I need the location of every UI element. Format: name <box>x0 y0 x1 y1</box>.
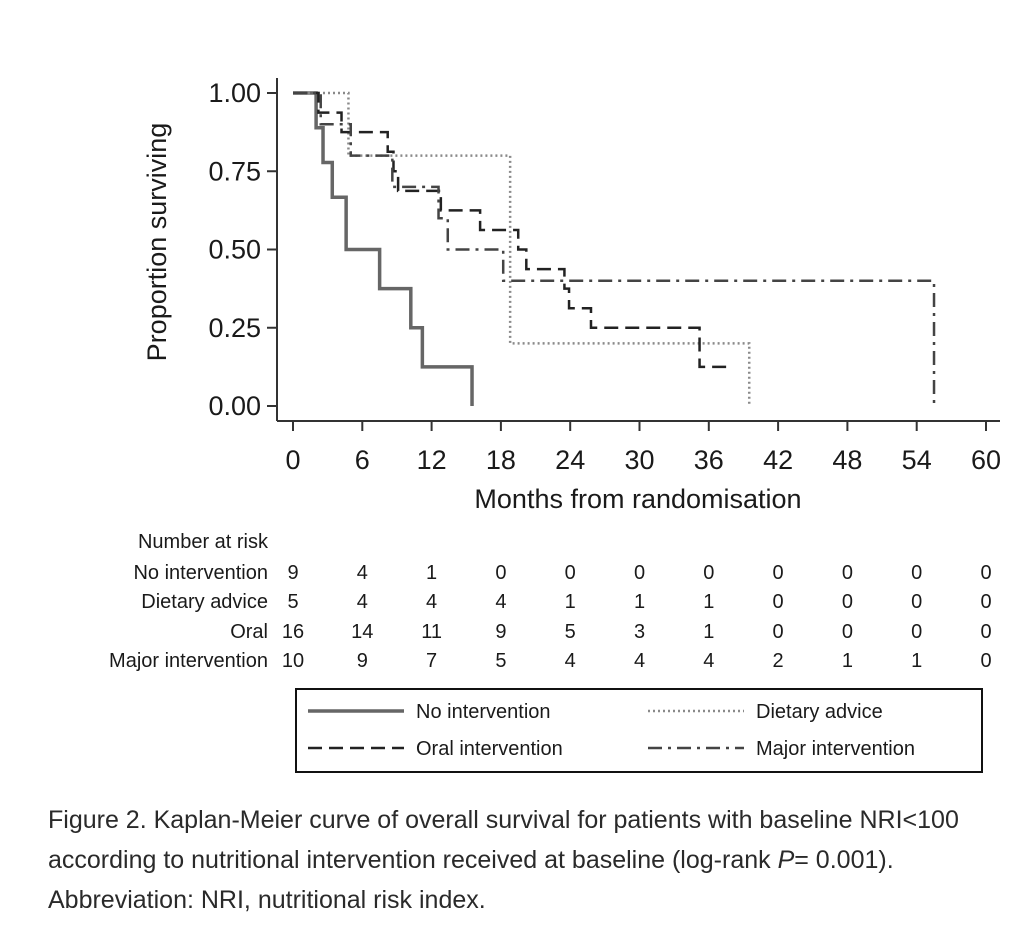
risk-count: 0 <box>495 562 506 584</box>
legend-label: Oral intervention <box>416 738 563 760</box>
curve-no-intervention <box>293 91 474 406</box>
risk-count: 14 <box>351 621 373 643</box>
curve-oral-intervention <box>293 91 732 369</box>
risk-row-label: Dietary advice <box>141 591 268 613</box>
risk-count: 0 <box>703 562 714 584</box>
y-tick-label: 1.00 <box>208 78 261 108</box>
risk-count: 7 <box>426 650 437 672</box>
risk-row-label: No intervention <box>133 562 268 584</box>
caption-text-1: Figure 2. Kaplan-Meier curve of overall … <box>48 806 959 874</box>
risk-table-title: Number at risk <box>138 531 269 553</box>
y-tick-label: 0.25 <box>208 313 261 343</box>
figure-caption: Figure 2. Kaplan-Meier curve of overall … <box>48 800 1023 920</box>
x-axis-title: Months from randomisation <box>474 484 801 514</box>
x-tick-label: 48 <box>832 445 862 475</box>
risk-count: 2 <box>773 650 784 672</box>
risk-count: 0 <box>842 621 853 643</box>
x-tick-label: 12 <box>417 445 447 475</box>
risk-count: 0 <box>911 562 922 584</box>
risk-count: 11 <box>421 621 442 643</box>
risk-count: 0 <box>842 591 853 613</box>
risk-count: 0 <box>980 621 991 643</box>
caption-p-symbol: P <box>777 846 795 874</box>
legend: No intervention Dietary advice Oral interv… <box>295 688 983 773</box>
risk-count: 9 <box>287 562 298 584</box>
risk-count: 0 <box>842 562 853 584</box>
legend-box <box>295 688 983 773</box>
risk-count: 0 <box>980 562 991 584</box>
risk-count: 3 <box>634 621 645 643</box>
risk-count: 4 <box>357 562 368 584</box>
x-tick-label: 36 <box>694 445 724 475</box>
x-tick-label: 0 <box>285 445 300 475</box>
x-tick-label: 18 <box>486 445 516 475</box>
risk-count: 0 <box>773 591 784 613</box>
risk-count: 1 <box>634 591 645 613</box>
legend-label: Major intervention <box>756 738 915 760</box>
risk-count: 0 <box>980 650 991 672</box>
risk-count: 0 <box>773 562 784 584</box>
legend-label: Dietary advice <box>756 701 883 723</box>
risk-count: 9 <box>495 621 506 643</box>
risk-count: 0 <box>773 621 784 643</box>
risk-count: 1 <box>842 650 853 672</box>
risk-count: 1 <box>565 591 576 613</box>
risk-count: 0 <box>911 621 922 643</box>
x-tick-label: 54 <box>902 445 932 475</box>
legend-label: No intervention <box>416 701 551 723</box>
risk-count: 1 <box>703 591 714 613</box>
risk-count: 10 <box>282 650 304 672</box>
survival-curves <box>293 91 936 406</box>
curve-major-intervention <box>293 91 936 406</box>
risk-count: 9 <box>357 650 368 672</box>
risk-row-label: Oral <box>230 621 268 643</box>
risk-count: 4 <box>495 591 506 613</box>
risk-count: 1 <box>426 562 437 584</box>
risk-count: 4 <box>703 650 714 672</box>
risk-count: 1 <box>911 650 922 672</box>
x-tick-label: 24 <box>555 445 585 475</box>
risk-count: 1 <box>703 621 714 643</box>
risk-count: 16 <box>282 621 304 643</box>
risk-count: 5 <box>565 621 576 643</box>
risk-count: 4 <box>426 591 437 613</box>
x-tick-label: 42 <box>763 445 793 475</box>
curve-dietary-advice <box>293 91 751 406</box>
risk-count: 5 <box>495 650 506 672</box>
x-tick-label: 60 <box>971 445 1001 475</box>
y-tick-label: 0.00 <box>208 391 261 421</box>
axes: 0.00 0.25 0.50 0.75 1.00 0 6 12 18 24 30 36 42 48 54 60… <box>142 78 1001 514</box>
risk-count: 5 <box>287 591 298 613</box>
y-axis-title: Proportion surviving <box>142 123 172 362</box>
risk-count: 0 <box>634 562 645 584</box>
risk-row-label: Major intervention <box>109 650 268 672</box>
x-tick-label: 6 <box>355 445 370 475</box>
caption-text-2: = 0.001). Abbreviation: NRI, nutritional… <box>48 846 894 914</box>
risk-count: 0 <box>565 562 576 584</box>
risk-count: 4 <box>357 591 368 613</box>
y-tick-label: 0.75 <box>208 156 261 186</box>
y-tick-label: 0.50 <box>208 235 261 265</box>
km-chart: 0.000.250.500.751.000 6 12 18 24 30 36 42 48 54 60… <box>109 78 1001 773</box>
risk-count: 4 <box>565 650 576 672</box>
risk-count: 4 <box>634 650 645 672</box>
risk-count: 0 <box>911 591 922 613</box>
x-tick-label: 30 <box>624 445 654 475</box>
risk-count: 0 <box>980 591 991 613</box>
